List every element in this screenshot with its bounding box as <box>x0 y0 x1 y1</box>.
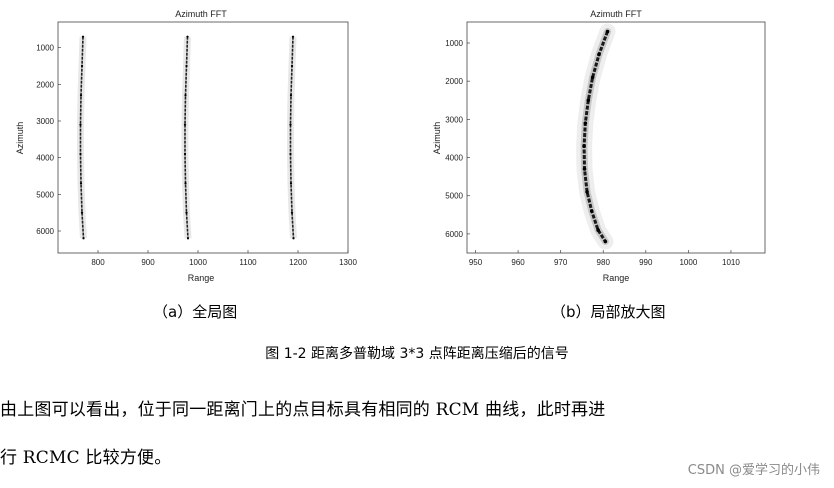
plot-b-marks <box>576 23 616 250</box>
data-point <box>79 123 82 126</box>
data-point <box>79 94 83 97</box>
data-point <box>597 52 601 57</box>
x-tick-label: 1200 <box>289 258 307 267</box>
plot-a-xlabel: Range <box>188 273 215 283</box>
subcaption-a: （a）全局图 <box>153 303 238 321</box>
data-point <box>185 211 188 214</box>
data-point <box>289 152 292 156</box>
data-point <box>589 209 594 213</box>
x-tick-label: 950 <box>469 258 483 267</box>
figure-svg: Azimuth FFT 800 900 1000 1100 1200 1300 1000 2… <box>15 9 766 283</box>
x-tick-label: 990 <box>639 258 653 267</box>
data-point <box>186 237 190 240</box>
data-point <box>590 75 595 80</box>
plot-a: Azimuth FFT 800 900 1000 1100 1200 1300 1000 2… <box>15 9 357 283</box>
data-point <box>80 64 84 68</box>
y-tick-label: 6000 <box>36 227 54 236</box>
paragraph-line-2: 行 RCMC 比较方便。 <box>0 448 172 468</box>
x-tick-label: 900 <box>141 258 155 267</box>
y-tick-label: 1000 <box>36 44 54 53</box>
plot-b-ylabel: Azimuth <box>432 122 442 155</box>
data-point <box>289 182 293 185</box>
y-tick-label: 5000 <box>36 190 54 199</box>
y-tick-label: 3000 <box>445 115 463 124</box>
data-point <box>585 190 589 194</box>
data-point <box>80 211 84 214</box>
plot-a-xticks: 800 900 1000 1100 1200 1300 <box>91 250 357 267</box>
plot-b-yticks: 1000 2000 3000 4000 5000 6000 <box>445 39 470 239</box>
x-tick-label: 1000 <box>189 258 207 267</box>
y-tick-label: 2000 <box>36 80 54 89</box>
plot-b-axes <box>466 21 766 254</box>
data-point <box>81 35 85 38</box>
data-point <box>185 64 188 68</box>
subcaption-b: （b）局部放大图 <box>551 303 666 321</box>
data-point <box>183 152 187 156</box>
data-point <box>603 239 608 244</box>
data-point <box>596 228 600 232</box>
data-point <box>583 121 588 125</box>
plot-b-xlabel: Range <box>603 273 630 283</box>
plot-a-yticks: 1000 2000 3000 4000 5000 6000 <box>36 44 61 236</box>
csdn-watermark: CSDN @爱学习的小伟 <box>687 463 820 478</box>
y-tick-label: 3000 <box>36 117 54 126</box>
data-point <box>82 237 85 240</box>
x-tick-label: 970 <box>554 258 568 267</box>
data-point <box>79 182 83 185</box>
data-point <box>582 144 586 148</box>
x-tick-label: 1300 <box>339 258 357 267</box>
data-point <box>290 64 294 68</box>
plot-a-title: Azimuth FFT <box>175 9 227 19</box>
y-tick-label: 5000 <box>445 192 463 201</box>
x-tick-label: 1100 <box>239 258 257 267</box>
data-point <box>184 94 187 97</box>
paragraph-line-1: 由上图可以看出，位于同一距离门上的点目标具有相同的 RCM 曲线，此时再进 <box>0 400 606 420</box>
data-point <box>290 211 294 214</box>
plot-b: Azimuth FFT 950 960 970 980 990 1000 1010 1000… <box>432 9 766 283</box>
y-tick-label: 4000 <box>36 154 54 163</box>
y-tick-label: 2000 <box>445 77 463 86</box>
data-point <box>292 237 295 240</box>
rcm-curve-2 <box>184 36 189 239</box>
data-point <box>605 29 610 34</box>
data-point <box>291 35 295 38</box>
data-point <box>79 152 82 156</box>
data-point <box>289 123 292 126</box>
y-tick-label: 6000 <box>445 230 463 239</box>
rcm-curve-3 <box>289 36 295 239</box>
plot-b-xticks: 950 960 970 980 990 1000 1010 <box>469 250 740 267</box>
data-point <box>289 94 293 97</box>
x-tick-label: 1000 <box>679 258 697 267</box>
data-point <box>184 182 187 185</box>
data-point <box>586 98 591 103</box>
rcm-curve-1 <box>79 36 85 239</box>
data-point <box>582 167 587 171</box>
x-tick-label: 960 <box>511 258 525 267</box>
y-tick-label: 4000 <box>445 154 463 163</box>
data-point <box>186 35 189 38</box>
plot-a-ylabel: Azimuth <box>15 122 25 155</box>
plot-b-title: Azimuth FFT <box>590 9 642 19</box>
y-tick-label: 1000 <box>445 39 463 48</box>
plot-a-marks <box>77 35 297 240</box>
x-tick-label: 1010 <box>722 258 740 267</box>
data-point <box>183 123 187 126</box>
x-tick-label: 800 <box>91 258 105 267</box>
figure-caption: 图 1-2 距离多普勒域 3*3 点阵距离压缩后的信号 <box>265 346 569 362</box>
x-tick-label: 980 <box>597 258 611 267</box>
plot-a-axes <box>57 21 349 254</box>
